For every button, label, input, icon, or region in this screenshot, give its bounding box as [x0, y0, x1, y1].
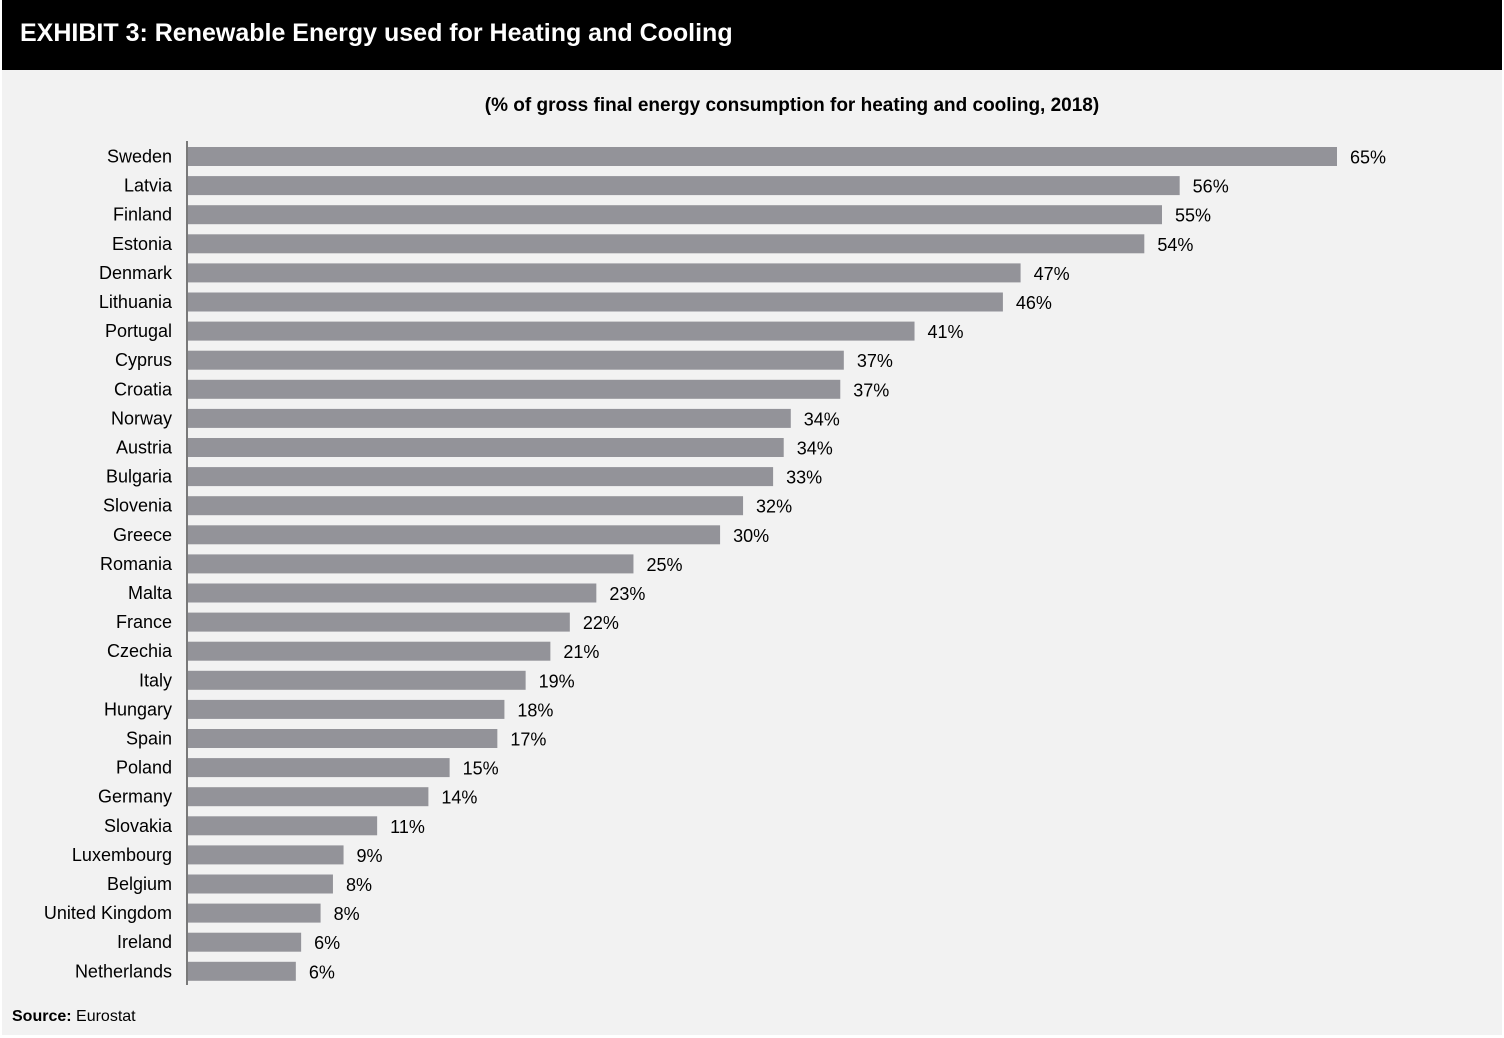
bar-cyprus [188, 350, 844, 370]
value-label-latvia: 56% [1193, 177, 1229, 197]
category-label-spain: Spain [126, 729, 172, 749]
category-label-cyprus: Cyprus [115, 350, 172, 370]
bar-spain [188, 729, 498, 748]
value-label-bulgaria: 33% [786, 468, 822, 488]
value-label-denmark: 47% [1034, 264, 1070, 284]
value-label-netherlands: 6% [309, 962, 335, 982]
category-label-bulgaria: Bulgaria [106, 467, 173, 487]
value-label-portugal: 41% [928, 322, 964, 342]
value-label-austria: 34% [797, 439, 833, 459]
bar-greece [188, 525, 721, 545]
bar-lithuania [188, 292, 1003, 312]
bar-finland [188, 205, 1162, 225]
bar-belgium [188, 874, 333, 894]
value-label-italy: 19% [539, 671, 575, 691]
category-label-finland: Finland [113, 205, 172, 225]
category-label-hungary: Hungary [104, 699, 172, 719]
value-label-cyprus: 37% [857, 351, 893, 371]
bar-latvia [188, 176, 1180, 196]
value-label-germany: 14% [441, 788, 477, 808]
category-label-poland: Poland [116, 758, 172, 778]
source-value: Eurostat [76, 1008, 136, 1025]
value-label-sweden: 65% [1350, 148, 1386, 168]
bar-luxembourg [188, 845, 344, 865]
value-label-romania: 25% [646, 555, 682, 575]
category-label-belgium: Belgium [107, 874, 172, 894]
bar-portugal [188, 321, 915, 341]
value-label-finland: 55% [1175, 206, 1211, 226]
category-label-estonia: Estonia [112, 234, 173, 254]
value-label-luxembourg: 9% [357, 846, 383, 866]
exhibit-title: EXHIBIT 3: Renewable Energy used for Hea… [2, 0, 1502, 70]
bar-italy [188, 670, 526, 690]
chart-panel [2, 70, 1502, 1035]
category-label-slovakia: Slovakia [104, 816, 173, 836]
bar-netherlands [188, 961, 296, 981]
category-label-austria: Austria [116, 438, 173, 458]
category-label-united-kingdom: United Kingdom [44, 903, 172, 923]
value-label-estonia: 54% [1157, 235, 1193, 255]
value-label-greece: 30% [733, 526, 769, 546]
chart-subtitle: (% of gross final energy consumption for… [484, 95, 1100, 116]
value-label-slovenia: 32% [756, 497, 792, 517]
value-label-hungary: 18% [517, 700, 553, 720]
category-label-ireland: Ireland [117, 932, 172, 952]
bar-france [188, 612, 570, 632]
value-label-poland: 15% [463, 759, 499, 779]
bar-croatia [188, 379, 841, 399]
category-label-romania: Romania [100, 554, 173, 574]
bar-ireland [188, 932, 302, 952]
bar-austria [188, 438, 784, 457]
source-label: Source: [12, 1008, 72, 1025]
value-label-belgium: 8% [346, 875, 372, 895]
value-label-ireland: 6% [314, 933, 340, 953]
bar-denmark [188, 263, 1021, 283]
bar-malta [188, 583, 597, 603]
bars-group: Sweden 65% Latvia 56% Finland 55% Estonia 54% De… [44, 147, 1386, 983]
bar-germany [188, 787, 429, 807]
value-label-spain: 17% [510, 730, 546, 750]
category-label-czechia: Czechia [107, 641, 173, 661]
bar-romania [188, 554, 634, 574]
category-label-netherlands: Netherlands [75, 961, 172, 981]
category-label-malta: Malta [128, 583, 173, 603]
category-label-croatia: Croatia [114, 379, 173, 399]
category-label-lithuania: Lithuania [99, 292, 173, 312]
category-label-germany: Germany [98, 787, 172, 807]
source-note: Source: Eurostat [12, 1008, 136, 1026]
bar-united-kingdom [188, 903, 321, 923]
bar-norway [188, 408, 791, 428]
category-label-norway: Norway [111, 408, 172, 428]
value-label-czechia: 21% [563, 642, 599, 662]
bar-slovakia [188, 816, 378, 836]
category-label-slovenia: Slovenia [103, 496, 173, 516]
category-label-luxembourg: Luxembourg [72, 845, 172, 865]
value-label-malta: 23% [609, 584, 645, 604]
value-label-france: 22% [583, 613, 619, 633]
category-label-sweden: Sweden [107, 147, 172, 167]
bar-bulgaria [188, 467, 774, 487]
category-label-latvia: Latvia [124, 176, 173, 196]
bar-hungary [188, 699, 505, 719]
category-label-denmark: Denmark [99, 263, 173, 283]
value-label-lithuania: 46% [1016, 293, 1052, 313]
category-label-greece: Greece [113, 525, 172, 545]
value-label-united-kingdom: 8% [334, 904, 360, 924]
bar-estonia [188, 234, 1145, 254]
bar-slovenia [188, 496, 744, 516]
category-label-portugal: Portugal [105, 321, 172, 341]
category-label-france: France [116, 612, 172, 632]
value-label-slovakia: 11% [390, 817, 425, 837]
value-label-norway: 34% [804, 409, 840, 429]
bar-sweden [188, 147, 1337, 166]
category-label-italy: Italy [139, 670, 172, 690]
bar-czechia [188, 641, 551, 661]
bar-poland [188, 758, 450, 778]
value-label-croatia: 37% [853, 380, 889, 400]
